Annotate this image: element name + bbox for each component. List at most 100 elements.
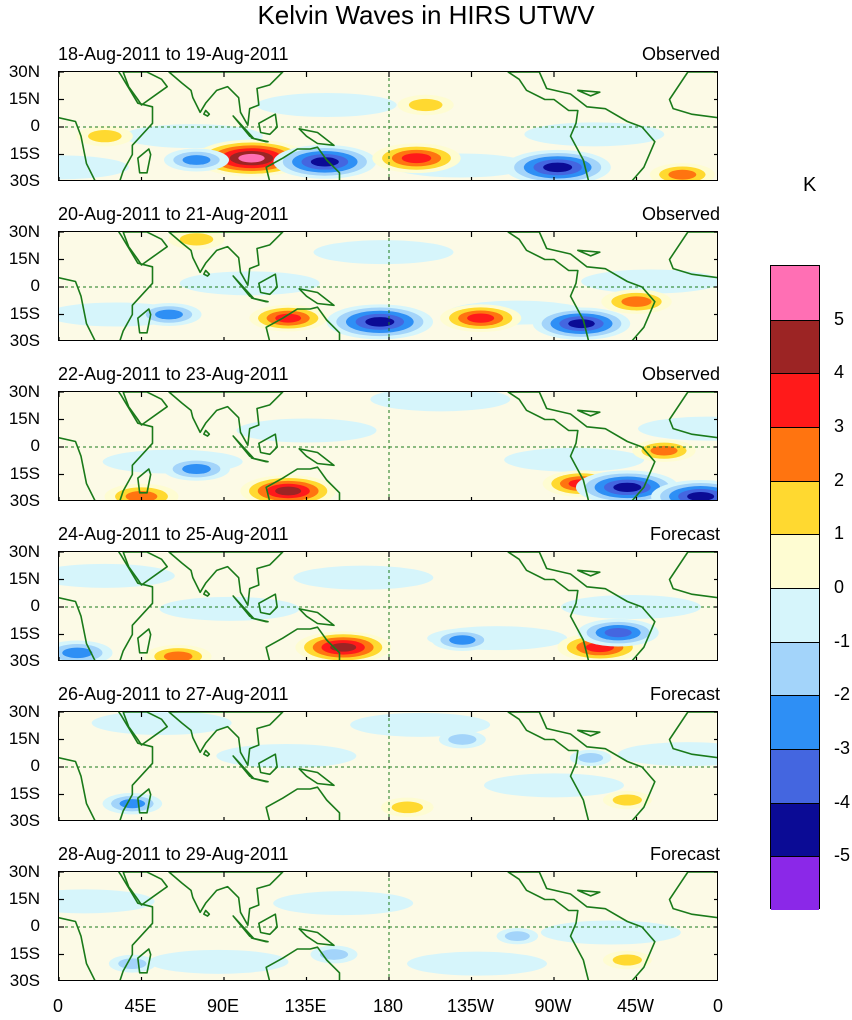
lat-tick-label: 15N [8,88,40,108]
coastline [122,232,168,266]
anomaly-blob [164,148,229,172]
anomaly-blob [295,631,391,660]
panel-date-range: 22-Aug-2011 to 23-Aug-2011 [58,364,289,384]
anomaly-blob [326,304,434,340]
background-band-group [91,712,717,798]
anomaly-blob [144,644,212,660]
colorbar-tick-label: -3 [834,738,851,758]
colorbar-tick-label: 1 [834,523,845,544]
coastline [122,552,168,586]
coastline [298,928,335,947]
lon-tick-label: 135W [446,996,495,1016]
panel-status: Forecast [649,684,720,704]
colorbar-tick-label: 4 [834,362,845,383]
coastline [137,468,152,494]
lon-tick-label: 0 [52,996,64,1016]
coastline [298,768,335,787]
anomaly-blob [602,950,652,970]
anomaly-contour [119,799,146,809]
lon-tick-label: 90W [534,996,572,1016]
colorbar-segment [771,802,819,857]
tick-group [59,232,717,340]
colorbar-segment [771,695,819,749]
lat-tick-label: 0 [30,436,40,455]
coastline [232,595,255,619]
coastline [59,232,154,340]
anomaly-contour [391,801,424,814]
coastline [258,913,278,936]
coastline [577,409,601,417]
panel-date-range: 20-Aug-2011 to 21-Aug-2011 [58,204,289,224]
coastline-group [59,72,717,180]
lat-tick-label: 15S [9,143,40,163]
colorbar-tick-label: 3 [834,416,845,436]
anomaly-group [59,618,659,660]
colorbar [770,265,820,910]
background-band [581,269,717,294]
lat-tick-label: 15N [8,248,40,268]
map-area [58,71,718,181]
anomaly-blob [104,483,179,500]
coastline [122,712,168,746]
colorbar-tick-label: -2 [834,684,851,705]
map-area [58,231,718,341]
anomaly-blob [649,163,715,180]
anomaly-blob [273,144,377,179]
anomaly-group [136,232,672,340]
coastline [203,269,211,277]
background-band [407,951,547,976]
coastline [59,72,154,180]
anomaly-contour [612,794,642,806]
coastline-group [59,392,717,500]
anomaly-blob [136,303,202,326]
lat-tick-label: 15S [9,463,40,483]
coastline [507,552,656,660]
coastline [137,308,152,334]
background-band [504,447,645,472]
map-canvas [59,872,717,980]
anomaly-contour [613,482,642,492]
lat-tick-label: 30N [8,222,40,241]
anomaly-contour [687,492,715,500]
coastline-group [59,872,717,980]
colorbar-unit: K [803,174,817,196]
background-band [350,712,491,737]
colorbar-segment [771,266,819,320]
coastline [59,392,154,500]
background-band [617,742,717,767]
anomaly-blob [601,289,672,314]
anomaly-blob [532,307,631,340]
colorbar-segment [771,534,819,588]
background-band-group [59,889,681,976]
coastline [265,946,341,980]
coastline [203,109,211,117]
anomaly-blob [431,629,494,651]
background-band [484,773,624,798]
lat-tick-label: 0 [30,916,40,935]
colorbar-tick-label: 5 [834,308,845,329]
chart-title: Kelvin Waves in HIRS UTWV [257,0,595,30]
anomaly-group [76,94,715,180]
background-band [148,949,289,974]
tick-group [59,872,717,980]
anomaly-contour [467,313,495,323]
coastline [232,755,255,779]
background-band [293,565,434,590]
anomaly-blob [438,730,486,749]
anomaly-blob [168,232,225,250]
coastline [258,433,278,456]
coastline [250,937,269,943]
lat-tick-label: 30N [8,382,40,401]
background-band [540,920,681,945]
coastline [668,232,717,279]
coastline [203,589,211,597]
lat-tick-label: 30S [9,651,40,670]
map-area [58,391,718,501]
coastline [298,608,335,627]
colorbar-segment [771,588,819,642]
lat-tick-label: 30N [8,62,40,81]
coastline [577,249,601,257]
background-band [179,271,320,296]
lat-tick-label: 30S [9,331,40,350]
tick-group [59,552,717,660]
